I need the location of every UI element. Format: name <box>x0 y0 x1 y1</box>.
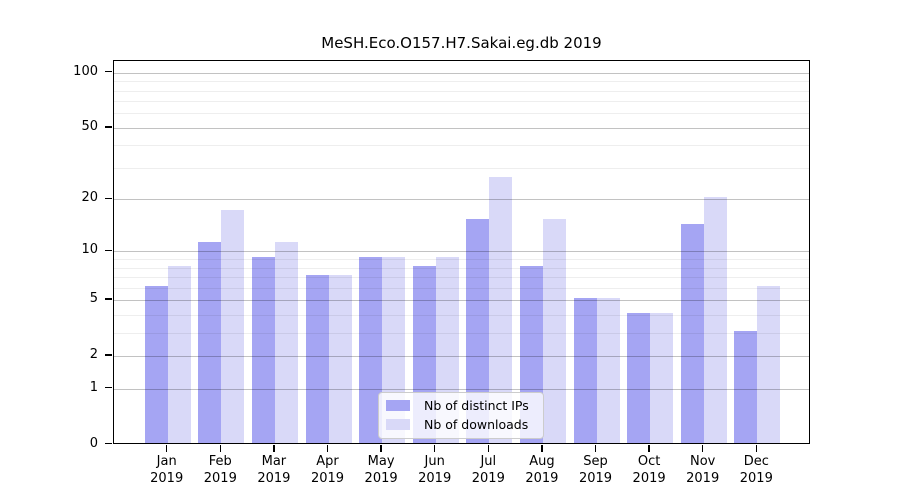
bar-sep-downloads <box>596 298 620 443</box>
major-gridline <box>114 356 809 358</box>
y-tick-label: 5 <box>89 291 98 307</box>
bar-nov-distinct-ips <box>680 224 704 443</box>
x-axis-tick <box>380 445 382 452</box>
y-axis-tick <box>105 249 112 252</box>
x-tick-label: Mar 2019 <box>257 453 291 487</box>
y-axis-tick <box>105 126 112 128</box>
bar-feb-downloads <box>221 209 245 443</box>
major-gridline <box>114 72 809 74</box>
legend: Nb of distinct IPs Nb of downloads <box>378 391 544 439</box>
legend-label-downloads: Nb of downloads <box>424 416 529 432</box>
minor-gridline <box>114 90 809 92</box>
y-axis-tick <box>105 386 112 389</box>
chart-title: MeSH.Eco.O157.H7.Sakai.eg.db 2019 <box>321 34 602 52</box>
x-tick-label: Jul 2019 <box>471 453 505 487</box>
y-axis-tick <box>105 298 112 300</box>
x-axis-tick <box>273 445 275 452</box>
x-axis-tick <box>326 445 329 452</box>
bar-may-distinct-ips <box>359 257 383 443</box>
bar-jan-distinct-ips <box>144 285 168 443</box>
x-axis-tick <box>166 445 168 452</box>
bar-nov-downloads <box>703 197 727 443</box>
bar-sep-distinct-ips <box>573 298 597 443</box>
legend-swatch-downloads <box>386 419 410 430</box>
bar-mar-downloads <box>274 242 298 443</box>
x-axis-tick <box>648 445 650 452</box>
y-axis-tick <box>105 71 112 73</box>
minor-gridline <box>114 287 809 289</box>
x-tick-label: Dec 2019 <box>739 453 773 487</box>
x-tick-label: Aug 2019 <box>525 453 559 487</box>
y-axis-tick <box>105 442 112 445</box>
x-axis-tick <box>755 445 757 452</box>
x-tick-label: Nov 2019 <box>686 453 720 487</box>
x-tick-label: May 2019 <box>364 453 398 487</box>
major-gridline <box>114 300 809 302</box>
legend-entry-distinct-ips: Nb of distinct IPs <box>386 398 536 414</box>
x-tick-label: Jan 2019 <box>150 453 184 487</box>
bar-aug-downloads <box>542 219 566 443</box>
bar-dec-downloads <box>757 285 781 443</box>
y-tick-label: 1 <box>89 379 98 395</box>
bar-jul-downloads <box>489 177 513 443</box>
minor-gridline <box>114 113 809 115</box>
y-tick-label: 10 <box>81 242 98 258</box>
y-axis-tick <box>105 197 112 199</box>
bar-jul-distinct-ips <box>466 219 490 443</box>
x-axis-tick <box>541 445 543 452</box>
major-gridline <box>114 199 809 201</box>
x-axis-tick <box>434 445 436 452</box>
major-gridline <box>114 388 809 390</box>
major-gridline <box>114 127 809 129</box>
legend-entry-downloads: Nb of downloads <box>386 417 536 433</box>
minor-gridline <box>114 332 809 334</box>
legend-label-distinct-ips: Nb of distinct IPs <box>424 397 529 413</box>
x-axis-tick <box>702 445 704 452</box>
bar-apr-downloads <box>328 275 352 443</box>
bar-mar-distinct-ips <box>251 257 275 443</box>
minor-gridline <box>114 259 809 261</box>
minor-gridline <box>114 314 809 316</box>
x-axis-tick <box>219 445 221 452</box>
bar-jan-downloads <box>167 265 191 443</box>
x-tick-label: Oct 2019 <box>632 453 666 487</box>
y-tick-label: 0 <box>89 435 98 451</box>
x-axis-tick <box>487 445 489 452</box>
bar-apr-distinct-ips <box>305 275 329 443</box>
legend-swatch-distinct-ips <box>386 400 410 411</box>
y-tick-label: 20 <box>81 190 98 206</box>
x-tick-label: Apr 2019 <box>310 453 345 487</box>
plot-area <box>113 60 810 444</box>
minor-gridline <box>114 101 809 103</box>
y-tick-label: 100 <box>73 63 98 79</box>
x-tick-label: Jun 2019 <box>418 453 452 487</box>
x-axis-tick <box>594 445 597 452</box>
minor-gridline <box>114 81 809 83</box>
minor-gridline <box>114 167 809 169</box>
x-tick-label: Sep 2019 <box>578 453 613 487</box>
minor-gridline <box>114 145 809 147</box>
bar-feb-distinct-ips <box>198 242 222 443</box>
y-axis-tick <box>105 354 112 356</box>
major-gridline <box>114 251 809 253</box>
y-tick-label: 50 <box>81 118 98 134</box>
bar-oct-downloads <box>650 312 674 443</box>
minor-gridline <box>114 277 809 279</box>
bar-dec-distinct-ips <box>734 330 758 443</box>
y-tick-label: 2 <box>89 347 98 363</box>
x-tick-label: Feb 2019 <box>203 453 237 487</box>
bar-oct-distinct-ips <box>627 312 651 443</box>
minor-gridline <box>114 267 809 269</box>
